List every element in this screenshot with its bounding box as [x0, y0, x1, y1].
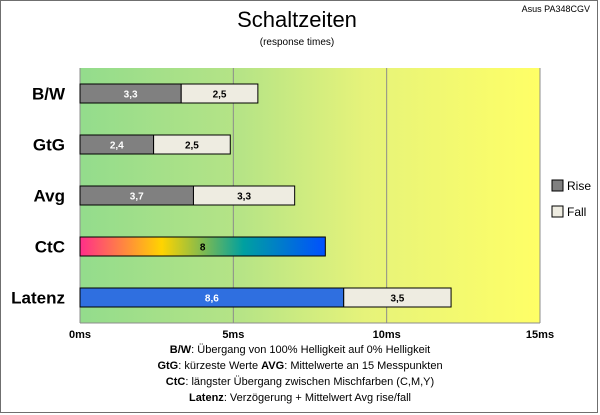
bar-bw-fall — [180, 83, 259, 104]
bar-ctc-label: 8 — [200, 243, 206, 254]
category-labels: B/W GtG Avg CtC Latenz — [11, 85, 66, 308]
category-label-ctc: CtC — [35, 238, 65, 257]
bar-gtg-fall-label: 2,5 — [185, 141, 199, 152]
legend-label-rise: Rise — [567, 179, 591, 193]
footnote-4: Latenz: Verzögerung + Mittelwert Avg ris… — [189, 392, 411, 404]
bar-latenz-fall — [343, 287, 452, 308]
x-tick-label: 15ms — [526, 329, 554, 341]
x-tick-label: 10ms — [373, 329, 401, 341]
category-label-latenz: Latenz — [11, 289, 65, 308]
bar-avg-fall — [192, 185, 296, 206]
bar-avg-fall-label: 3,3 — [237, 192, 251, 203]
footnote-3: CtC: längster Übergang zwischen Mischfar… — [166, 376, 434, 388]
category-label-bw: B/W — [32, 85, 66, 104]
category-label-gtg: GtG — [33, 136, 65, 155]
x-tick-label: 0ms — [69, 329, 91, 341]
x-tick-label: 5ms — [222, 329, 244, 341]
bar-latenz-fall-label: 3,5 — [390, 294, 404, 305]
x-axis-ticks: 0ms 5ms 10ms 15ms — [69, 329, 554, 341]
bar-gtg-fall — [153, 134, 231, 155]
category-label-avg: Avg — [34, 187, 66, 206]
bars-group: 3,3 2,5 2,4 2,5 3,7 3,3 8 8,6 3,5 — [79, 83, 452, 308]
footnotes: B/W: Übergang von 100% Helligkeit auf 0%… — [157, 344, 442, 404]
model-label: Asus PA348CGV — [522, 4, 590, 14]
bar-gtg-rise-label: 2,4 — [110, 141, 124, 152]
bar-avg-rise-label: 3,7 — [130, 192, 144, 203]
chart-title: Schaltzeiten — [237, 7, 357, 32]
bar-latenz-latency-label: 8,6 — [205, 294, 219, 305]
footnote-2: GtG: kürzeste Werte AVG: Mittelwerte an … — [157, 360, 442, 372]
chart-subtitle: (response times) — [260, 37, 334, 48]
legend-swatch-rise — [551, 179, 564, 192]
bar-bw-rise-label: 3,3 — [124, 90, 138, 101]
bar-ctc — [79, 236, 326, 257]
legend: Rise Fall — [551, 179, 591, 219]
footnote-1: B/W: Übergang von 100% Helligkeit auf 0%… — [170, 344, 430, 356]
legend-label-fall: Fall — [567, 205, 586, 219]
legend-swatch-fall — [551, 205, 564, 218]
bar-bw-fall-label: 2,5 — [213, 90, 227, 101]
